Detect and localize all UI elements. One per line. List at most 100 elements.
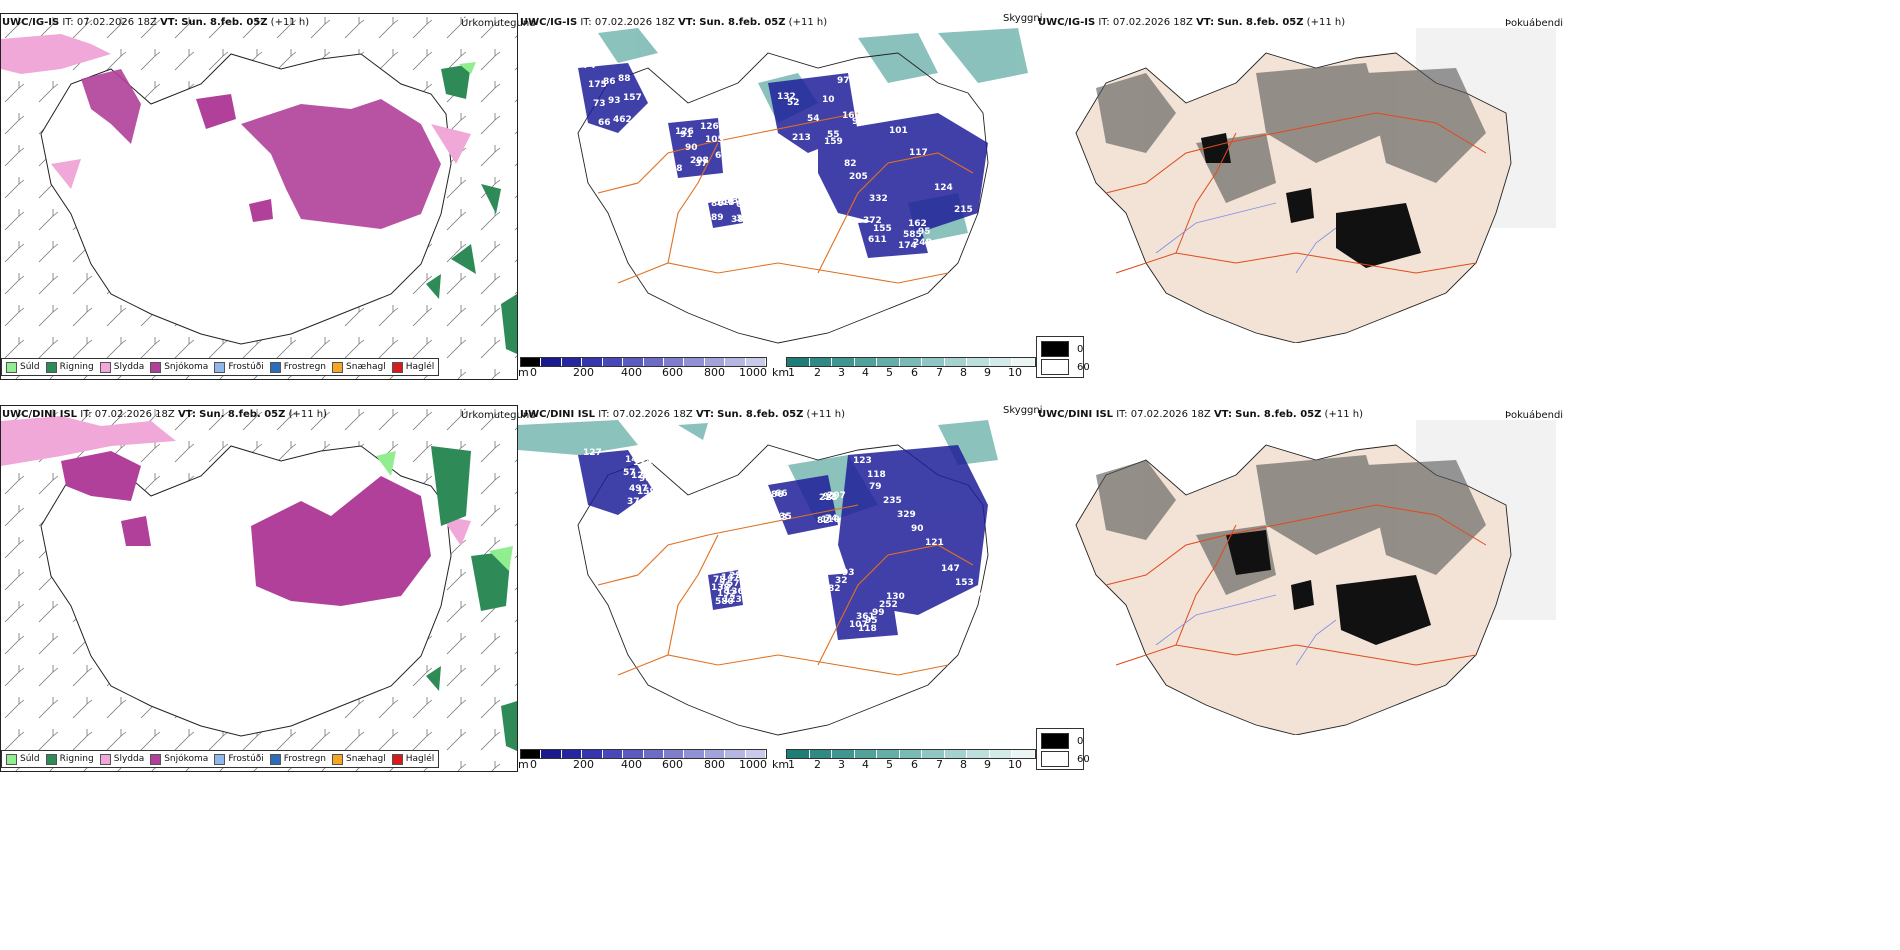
cbar-tick: 4 [862,366,869,379]
legend-item: Haglél [391,361,434,373]
visibility-value-label: 138 [711,583,730,593]
iceland-outline [577,444,989,736]
visibility-value-label: 54 [807,114,820,124]
visibility-value-label: 74 [583,61,596,71]
cbar-tick: 5 [886,758,893,771]
visibility-value-label: 374 [627,497,646,507]
visibility-value-label: 215 [954,205,973,215]
visibility-value-label: 177 [969,592,988,602]
swatch [6,753,17,765]
swatch [45,361,57,373]
colorbar-m-bottom [520,749,767,759]
visibility-value-label: 121 [925,538,944,548]
swatch [332,361,344,373]
visibility-value-label: 332 [869,194,888,204]
cbar-segment [944,358,968,366]
visibility-value-label: 147 [721,573,740,583]
cbar-segment [541,358,562,366]
cbar-segment [623,358,644,366]
visibility-value-label: 93 [608,96,621,106]
cbar-tick: 7 [936,758,943,771]
visibility-value-label: 175 [588,80,607,90]
fog-map-top [1075,28,1556,343]
visibility-value-label: 37 [695,159,708,169]
header-bottom-fog: UWC/DINI ISL IT: 07.02.2026 18Z VT: Sun.… [1038,409,1363,420]
legend-item: Rigning [45,753,94,765]
drizzle-areas [376,451,513,571]
cbar-tick: 800 [704,366,725,379]
cbar-segment [541,750,562,758]
visibility-value-label: 86 [603,77,616,87]
cbar-segment [561,750,583,758]
colorbar-m-labels-top: m 0 200 400 600 800 1000 [518,366,768,380]
visibility-value-label: 57 [727,579,740,589]
cbar-segment [854,750,878,758]
visibility-value-label: 66 [775,489,788,499]
header-top-visibility: UWC/IG-IS IT: 07.02.2026 18Z VT: Sun. 8.… [520,17,828,28]
legend-item: Slydda [99,361,144,373]
visibility-value-label: 97 [837,76,850,86]
visibility-value-label: 124 [934,183,953,193]
fog-legend-row: 0 [1041,733,1083,749]
cbar-segment [663,750,685,758]
visibility-value-label: 10 [822,95,835,105]
cbar-tick: 400 [621,758,642,771]
visibility-value-label: 75 [719,581,732,591]
precip-type-panel-top: Súld Rigning Slydda Snjókoma Frostúði Fr… [0,13,518,380]
panel-title-fog-top: Þokuábendi [1505,18,1564,29]
precip-type-panel-bottom: Súld Rigning Slydda Snjókoma Frostúði Fr… [0,405,518,772]
header-bottom-precip: UWC/DINI ISL IT: 07.02.2026 18Z VT: Sun.… [2,409,327,420]
visibility-value-label: 66 [721,197,734,207]
colorbar-km-top [786,357,1036,367]
cbar-segment [899,750,923,758]
legend-item: Frostregn [269,361,326,373]
cbar-segment [967,358,990,366]
swatch [391,361,403,373]
cbar-tick: 10 [1008,366,1022,379]
visibility-value-label: 117 [909,148,928,158]
cbar-segment [684,358,705,366]
cbar-segment [602,750,624,758]
cbar-segment [967,750,990,758]
visibility-value-label: 55 [827,130,840,140]
legend-item: Rigning [45,361,94,373]
fog-legend-top: 0 60 [1036,336,1090,378]
roads [597,504,974,676]
legend-item: Slydda [99,753,144,765]
visibility-value-label: 372 [863,216,882,226]
cbar-segment [877,358,900,366]
visibility-value-label: 252 [879,600,898,610]
visibility-value-label: 105 [705,135,724,145]
visibility-value-label: 580 [715,597,734,607]
visibility-panel-bottom: 127 66 118 251 361 36 135 121 57 107 98 86 123 136 93 1… [518,405,1036,772]
visibility-value-label: 101 [889,126,908,136]
visibility-value-label: 248 [913,238,932,248]
visibility-map-top: 74 126 52 82 626 174 175 208 91 117 86 585 73 105 97 15… [577,28,1028,344]
visibility-value-label: 140 [625,455,644,465]
cbar-segment [944,750,968,758]
colorbar-m-top [520,357,767,367]
swatch [214,361,226,373]
cbar-segment [725,358,746,366]
visibility-value-label: 78 [713,575,726,585]
visibility-value-label: 205 [849,172,868,182]
cbar-tick: 0 [530,366,537,379]
cbar-tick: 6 [911,758,918,771]
header-top-fog: UWC/IG-IS IT: 07.02.2026 18Z VT: Sun. 8.… [1038,17,1346,28]
cbar-segment [725,750,746,758]
cbar-segment [643,750,664,758]
cbar-segment [663,358,685,366]
panel-title-fog-bottom: Þokuábendi [1505,410,1564,421]
swatch [269,753,281,765]
roads [597,112,974,284]
sleet-areas [1,34,471,189]
cbar-unit: m [518,758,529,771]
visibility-value-label: 118 [858,624,877,634]
cbar-segment [989,750,1013,758]
swatch [269,361,281,373]
legend-item: Frostregn [269,753,326,765]
visibility-value-label: 113 [716,198,735,208]
cbar-tick: 1 [788,366,795,379]
cbar-tick: 6 [911,366,918,379]
visibility-value-label: 174 [898,241,917,251]
